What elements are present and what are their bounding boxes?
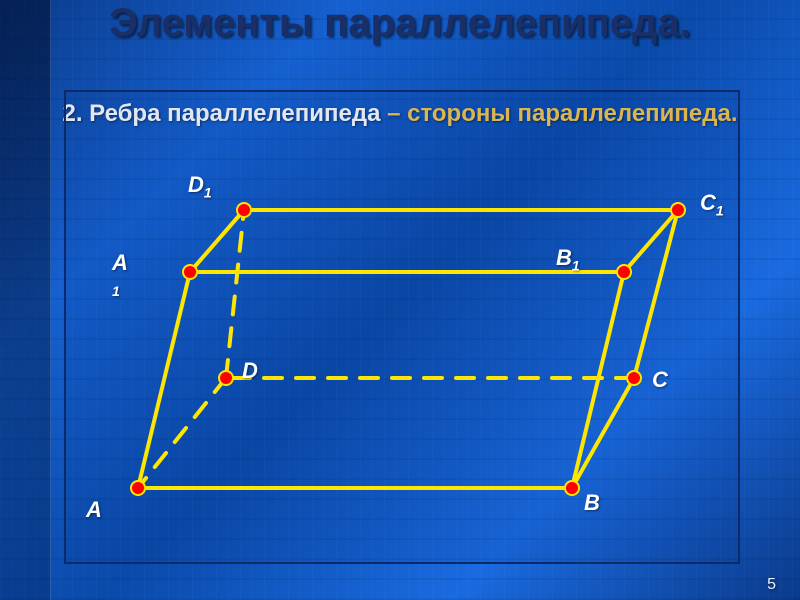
vertex-D1 <box>237 203 251 217</box>
edge-D1-A1 <box>190 210 244 272</box>
edges <box>138 210 678 488</box>
vertex-B1 <box>617 265 631 279</box>
vertex-label-B: B <box>584 490 600 516</box>
edge-D-D1 <box>226 210 244 378</box>
left-strip <box>0 0 51 600</box>
vertex-C <box>627 371 641 385</box>
vertex-D <box>219 371 233 385</box>
vertex-label-A: A <box>86 497 102 523</box>
vertex-label-B1: B1 <box>556 245 580 273</box>
vertex-C1 <box>671 203 685 217</box>
vertex-A <box>131 481 145 495</box>
vertex-B <box>565 481 579 495</box>
vertex-label-D1: D1 <box>188 172 212 200</box>
vertex-label-C1: C1 <box>700 190 724 218</box>
edge-B-C <box>572 378 634 488</box>
vertex-label-C: C <box>652 367 668 393</box>
vertex-A1 <box>183 265 197 279</box>
vertex-label-A1: A1 <box>112 250 128 302</box>
page-number: 5 <box>767 576 776 594</box>
slide: Элементы параллелепипеда. 2. Ребра парал… <box>0 0 800 600</box>
slide-title: Элементы параллелепипеда. <box>0 0 800 44</box>
parallelepiped-diagram <box>64 90 736 560</box>
vertex-label-D: D <box>242 358 258 384</box>
